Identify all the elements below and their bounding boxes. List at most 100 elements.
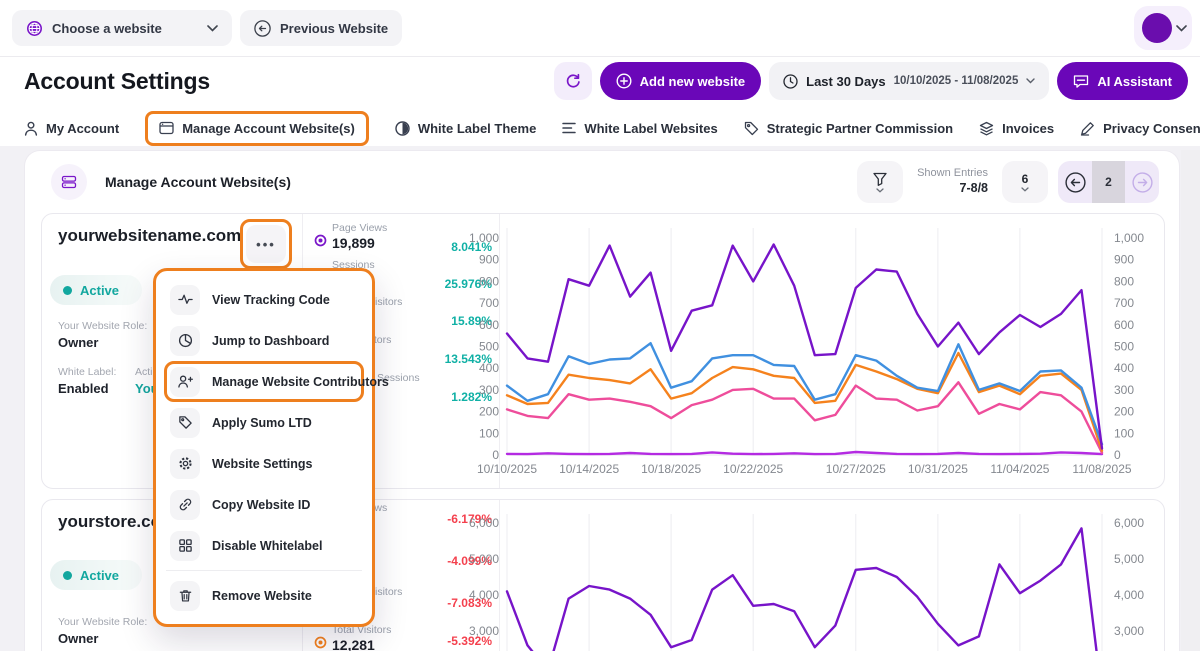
filter-button[interactable] — [857, 161, 903, 203]
package-label: Acti — [135, 366, 153, 378]
role-value: Owner — [58, 631, 98, 646]
chevron-down-icon — [1021, 187, 1029, 192]
svg-text:600: 600 — [479, 318, 499, 332]
menu-item-copy-website-id[interactable]: Copy Website ID — [164, 484, 364, 525]
status-badge: Active — [50, 560, 142, 590]
svg-text:900: 900 — [1114, 253, 1134, 267]
svg-text:3,000: 3,000 — [469, 624, 499, 638]
menu-item-remove-website[interactable]: Remove Website — [164, 575, 364, 616]
svg-text:700: 700 — [1114, 296, 1134, 310]
trash-icon — [170, 581, 200, 611]
tab-my-account[interactable]: My Account — [24, 121, 119, 136]
link-icon — [170, 490, 200, 520]
ai-assistant-label: AI Assistant — [1097, 74, 1172, 89]
user-menu[interactable] — [1134, 6, 1192, 50]
svg-text:4,000: 4,000 — [469, 588, 499, 602]
svg-text:3,000: 3,000 — [1114, 624, 1144, 638]
date-range-value: 10/10/2025 - 11/08/2025 — [894, 75, 1019, 87]
choose-website-dropdown[interactable]: Choose a website — [12, 10, 232, 46]
svg-text:11/08/2025: 11/08/2025 — [1072, 462, 1131, 476]
chevron-down-icon — [876, 188, 884, 193]
svg-text:500: 500 — [479, 340, 499, 354]
tab-white-label-websites[interactable]: White Label Websites — [562, 121, 717, 136]
tab-invoices[interactable]: Invoices — [979, 121, 1054, 136]
add-user-icon — [170, 367, 200, 397]
ai-assistant-button[interactable]: AI Assistant — [1057, 62, 1188, 100]
tab-label: Invoices — [1002, 121, 1054, 136]
plus-circle-icon — [616, 73, 632, 89]
refresh-button[interactable] — [554, 62, 592, 100]
tab-strategic-partner-commission[interactable]: Strategic Partner Commission — [744, 121, 953, 136]
add-new-website-label: Add new website — [640, 74, 745, 89]
funnel-icon — [872, 172, 888, 187]
tab-white-label-theme[interactable]: White Label Theme — [395, 121, 536, 136]
menu-item-apply-sumo-ltd[interactable]: Apply Sumo LTD — [164, 402, 364, 443]
add-new-website-button[interactable]: Add new website — [600, 62, 761, 100]
chevron-down-icon — [1026, 78, 1035, 84]
menu-item-jump-to-dashboard[interactable]: Jump to Dashboard — [164, 320, 364, 361]
current-page[interactable]: 2 — [1092, 161, 1125, 203]
svg-text:400: 400 — [479, 361, 499, 375]
shown-entries: Shown Entries 7-8/8 — [917, 167, 988, 196]
prev-page-button[interactable] — [1058, 161, 1092, 203]
globe-icon — [26, 20, 43, 37]
svg-text:400: 400 — [1114, 361, 1134, 375]
page-size-select[interactable]: 6 — [1002, 161, 1048, 203]
header-actions: Add new website Last 30 Days 10/10/2025 … — [554, 62, 1188, 100]
menu-item-view-tracking-code[interactable]: View Tracking Code — [164, 279, 364, 320]
tab-label: My Account — [46, 121, 119, 136]
server-icon — [61, 174, 77, 190]
tab-label: White Label Theme — [418, 121, 536, 136]
tab-manage-account-websites[interactable]: Manage Account Website(s) — [159, 121, 355, 136]
svg-text:5,000: 5,000 — [1114, 552, 1144, 566]
date-range-picker[interactable]: Last 30 Days 10/10/2025 - 11/08/2025 — [769, 62, 1049, 100]
stat-value: 19,899 — [332, 235, 375, 251]
menu-item-manage-website-contributors[interactable]: Manage Website Contributors — [164, 361, 364, 402]
contrast-icon — [395, 121, 410, 136]
shown-entries-label: Shown Entries — [917, 167, 988, 181]
website-actions-button[interactable]: ••• — [246, 225, 286, 263]
next-page-button[interactable] — [1125, 161, 1159, 203]
arrow-left-circle-icon — [254, 20, 271, 37]
svg-text:900: 900 — [479, 253, 499, 267]
role-value: Owner — [58, 335, 98, 350]
page-title: Account Settings — [24, 68, 210, 95]
panel-header: Manage Account Website(s) Shown Entries … — [25, 151, 1179, 213]
menu-item-label: Jump to Dashboard — [212, 334, 329, 348]
tag-icon — [170, 408, 200, 438]
manage-websites-panel: Manage Account Website(s) Shown Entries … — [24, 150, 1180, 651]
tab-label: Strategic Partner Commission — [767, 121, 953, 136]
svg-text:10/14/2025: 10/14/2025 — [559, 462, 619, 476]
svg-text:700: 700 — [479, 296, 499, 310]
status-label: Active — [80, 568, 119, 583]
svg-text:5,000: 5,000 — [469, 552, 499, 566]
grid-icon — [170, 531, 200, 561]
menu-item-label: Manage Website Contributors — [212, 375, 389, 389]
avatar — [1142, 13, 1172, 43]
svg-text:0: 0 — [1114, 448, 1121, 462]
menu-item-disable-whitelabel[interactable]: Disable Whitelabel — [164, 525, 364, 566]
tab-privacy-consents[interactable]: Privacy Consents — [1080, 121, 1200, 136]
svg-text:600: 600 — [1114, 318, 1134, 332]
choose-website-label: Choose a website — [52, 21, 198, 36]
svg-text:10/18/2025: 10/18/2025 — [641, 462, 701, 476]
role-label: Your Website Role: — [58, 616, 147, 628]
traffic-chart-2: 3,0003,0004,0004,0005,0005,0006,0006,000 — [459, 500, 1166, 651]
website-actions-menu: View Tracking Code Jump to Dashboard Man… — [153, 268, 375, 627]
white-label-label: White Label: — [58, 366, 116, 378]
refresh-icon — [565, 73, 581, 89]
page-size-value: 6 — [1022, 172, 1029, 186]
svg-text:500: 500 — [1114, 340, 1134, 354]
scroll-gutter[interactable] — [1181, 150, 1200, 651]
highlight-box: ••• — [240, 219, 292, 269]
menu-item-website-settings[interactable]: Website Settings — [164, 443, 364, 484]
page-header: Account Settings Add new website Last 30… — [0, 56, 1200, 106]
svg-text:800: 800 — [1114, 274, 1134, 288]
svg-text:800: 800 — [479, 274, 499, 288]
browser-icon — [159, 121, 174, 135]
clock-icon — [783, 74, 798, 89]
panel-controls: Shown Entries 7-8/8 6 2 — [857, 161, 1159, 203]
pie-chart-icon — [170, 326, 200, 356]
previous-website-button[interactable]: Previous Website — [240, 10, 402, 46]
svg-text:10/10/2025: 10/10/2025 — [477, 462, 537, 476]
